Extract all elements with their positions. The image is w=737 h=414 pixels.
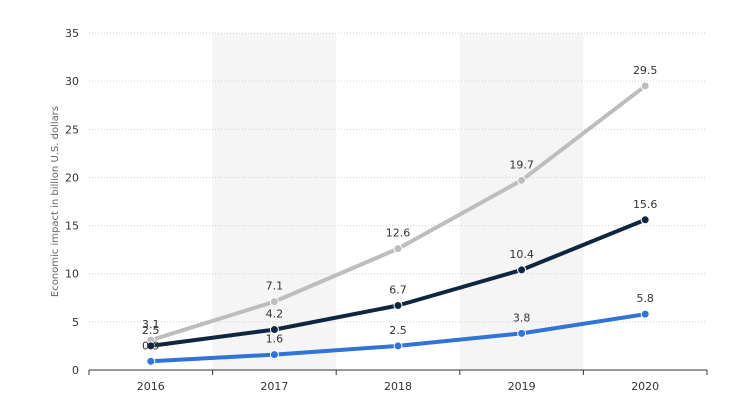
data-point[interactable] [517,328,527,338]
data-point[interactable] [393,300,403,310]
y-tick-label: 0 [72,364,79,377]
data-label: 3.8 [513,311,531,324]
series-group: 3.1 7.1 12.6 19.7 29.5 2.5 4.2 6.7 10.4 15.6 0.9 1.… [142,64,658,366]
series-3: 0.9 1.6 2.5 3.8 5.8 [142,292,654,366]
x-tick-label: 2020 [631,380,659,393]
x-axis: 2016 2017 2018 2019 2020 [88,369,708,393]
data-label: 19.7 [509,158,534,171]
y-tick-label: 5 [72,316,79,329]
data-point[interactable] [517,265,527,275]
data-label: 5.8 [636,292,654,305]
y-tick-label: 10 [65,268,79,281]
data-point[interactable] [269,350,279,360]
data-point[interactable] [517,175,527,185]
x-tick-label: 2019 [508,380,536,393]
data-label: 10.4 [509,248,534,261]
data-point[interactable] [269,325,279,335]
y-tick-label: 20 [65,171,79,184]
data-label: 7.1 [266,280,284,293]
data-point[interactable] [393,244,403,254]
x-tick-label: 2016 [137,380,165,393]
data-label: 3.1 [142,318,160,331]
data-point[interactable] [146,341,156,351]
data-point[interactable] [640,215,650,225]
series-1: 3.1 7.1 12.6 19.7 29.5 [142,64,658,345]
y-tick-label: 30 [65,75,79,88]
y-axis-label: Economic impact in billion U.S. dollars [50,106,61,297]
gridlines [89,32,707,323]
data-label: 2.5 [142,324,160,337]
data-label: 6.7 [389,283,407,296]
data-label: 15.6 [633,198,658,211]
data-point[interactable] [640,309,650,319]
data-point[interactable] [640,81,650,91]
data-label: 1.6 [266,333,284,346]
data-label: 29.5 [633,64,658,77]
data-label: 4.2 [266,308,284,321]
x-tick-label: 2018 [384,380,412,393]
series-2: 2.5 4.2 6.7 10.4 15.6 [142,198,658,351]
x-tick-label: 2017 [260,380,288,393]
data-label: 12.6 [386,227,411,240]
y-tick-label: 35 [65,27,79,40]
data-point[interactable] [269,297,279,307]
y-tick-label: 25 [65,123,79,136]
y-tick-label: 15 [65,220,79,233]
data-point[interactable] [393,341,403,351]
data-label: 0.9 [142,339,160,352]
data-label: 2.5 [389,324,407,337]
y-axis-ticks: 0 5 10 15 20 25 30 35 [65,27,79,377]
data-point[interactable] [146,356,156,366]
